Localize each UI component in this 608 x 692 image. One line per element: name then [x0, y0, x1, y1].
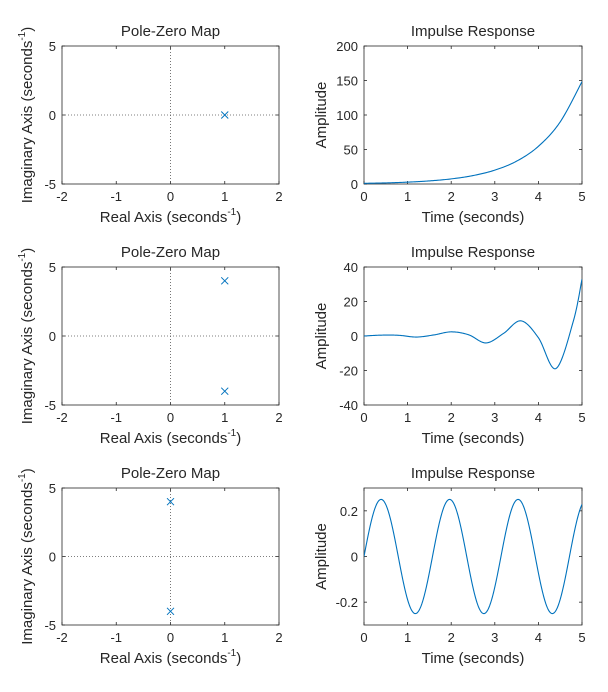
x-tick-label: -2 — [56, 630, 68, 645]
y-tick-label: -20 — [339, 364, 358, 379]
chart-title: Impulse Response — [411, 23, 535, 40]
chart-title: Pole-Zero Map — [121, 244, 220, 261]
y-tick-label: 200 — [336, 39, 358, 54]
x-axis-label: Time (seconds) — [422, 430, 525, 447]
axes-box — [363, 487, 583, 626]
y-axis-label: Amplitude — [313, 523, 330, 590]
y-tick-label: 0 — [49, 108, 56, 123]
subplot-2: 0 1 2 3 4 5 200 150 100 50 0 Impulse Response Time (… — [313, 23, 586, 226]
x-tick-label: -1 — [110, 630, 122, 645]
x-tick-label: 1 — [221, 410, 228, 425]
x-tick-label: 5 — [578, 630, 585, 645]
axes-box — [363, 45, 583, 185]
x-tick-label: 2 — [275, 189, 282, 204]
x-tick-label: 2 — [275, 410, 282, 425]
y-axis-label: Amplitude — [313, 82, 330, 149]
y-tick-label: 40 — [344, 260, 358, 275]
impulse-response-line — [364, 498, 582, 615]
x-tick-label: 0 — [360, 410, 367, 425]
y-tick-label: 100 — [336, 108, 358, 123]
y-tick-label: 0.2 — [340, 504, 358, 519]
x-tick-label: 2 — [275, 630, 282, 645]
x-tick-label: 1 — [404, 630, 411, 645]
y-tick-label: 50 — [344, 143, 358, 158]
y-tick-label: -5 — [44, 618, 56, 633]
y-tick-label: 20 — [344, 295, 358, 310]
x-tick-label: 3 — [491, 189, 498, 204]
x-tick-label: 0 — [167, 630, 174, 645]
subplot-6: 0 1 2 3 4 5 0.2 0 -0.2 Impulse Response Time (seco… — [313, 465, 586, 667]
x-tick-label: 0 — [360, 630, 367, 645]
y-tick-label: -0.2 — [336, 595, 358, 610]
x-axis-label: Real Axis (seconds-1) — [100, 648, 241, 667]
y-tick-label: 0 — [351, 550, 358, 565]
x-tick-label: 0 — [360, 189, 367, 204]
y-tick-label: 5 — [49, 481, 56, 496]
subplot-1: -2 -1 0 1 2 5 0 -5 Pole-Zero Map Real Axis (secon… — [17, 23, 283, 226]
y-tick-label: -40 — [339, 398, 358, 413]
chart-title: Pole-Zero Map — [121, 465, 220, 482]
x-tick-label: 1 — [221, 189, 228, 204]
y-tick-label: 0 — [49, 550, 56, 565]
y-tick-label: -5 — [44, 177, 56, 192]
impulse-response-line — [364, 278, 582, 370]
x-axis-label: Time (seconds) — [422, 209, 525, 226]
impulse-response-line — [364, 81, 582, 184]
x-tick-label: 0 — [167, 410, 174, 425]
x-tick-label: -2 — [56, 410, 68, 425]
y-tick-label: 5 — [49, 260, 56, 275]
chart-title: Impulse Response — [411, 465, 535, 482]
subplot-3: -2 -1 0 1 2 5 0 -5 Pole-Zero Map Real Axis (secon… — [17, 244, 283, 447]
x-tick-label: -2 — [56, 189, 68, 204]
x-axis-label: Time (seconds) — [422, 650, 525, 667]
y-axis-label: Imaginary Axis (seconds-1) — [17, 27, 36, 203]
x-tick-label: 0 — [167, 189, 174, 204]
x-tick-label: 1 — [404, 189, 411, 204]
x-tick-label: 3 — [491, 410, 498, 425]
x-tick-label: 4 — [535, 630, 542, 645]
x-tick-label: -1 — [110, 189, 122, 204]
pole-marker — [166, 607, 175, 616]
chart-title: Pole-Zero Map — [121, 23, 220, 40]
y-axis-label: Amplitude — [313, 303, 330, 370]
pole-marker — [220, 387, 229, 396]
x-tick-label: 5 — [578, 189, 585, 204]
x-tick-label: 5 — [578, 410, 585, 425]
y-tick-label: 0 — [49, 329, 56, 344]
y-tick-label: 5 — [49, 39, 56, 54]
x-tick-label: 2 — [448, 189, 455, 204]
x-tick-label: 2 — [448, 410, 455, 425]
y-tick-label: 0 — [351, 177, 358, 192]
y-tick-label: 0 — [351, 329, 358, 344]
x-tick-label: 1 — [221, 630, 228, 645]
x-tick-label: 1 — [404, 410, 411, 425]
x-axis-label: Real Axis (seconds-1) — [100, 428, 241, 447]
pole-marker — [220, 276, 229, 285]
subplot-4: 0 1 2 3 4 5 40 20 0 -20 -40 Impulse Response Time (s… — [313, 244, 586, 447]
subplot-5: -2 -1 0 1 2 5 0 -5 Pole-Zero Map Real Axis (secon… — [17, 465, 283, 667]
x-tick-label: 3 — [491, 630, 498, 645]
x-tick-label: 2 — [448, 630, 455, 645]
x-axis-label: Real Axis (seconds-1) — [100, 207, 241, 226]
x-tick-label: 4 — [535, 410, 542, 425]
x-tick-label: -1 — [110, 410, 122, 425]
y-tick-label: 150 — [336, 74, 358, 89]
axes-box — [363, 266, 583, 406]
x-tick-label: 4 — [535, 189, 542, 204]
pole-marker — [166, 497, 175, 506]
chart-title: Impulse Response — [411, 244, 535, 261]
y-axis-label: Imaginary Axis (seconds-1) — [17, 248, 36, 424]
y-tick-label: -5 — [44, 398, 56, 413]
pole-marker — [220, 111, 229, 119]
y-axis-label: Imaginary Axis (seconds-1) — [17, 468, 36, 644]
